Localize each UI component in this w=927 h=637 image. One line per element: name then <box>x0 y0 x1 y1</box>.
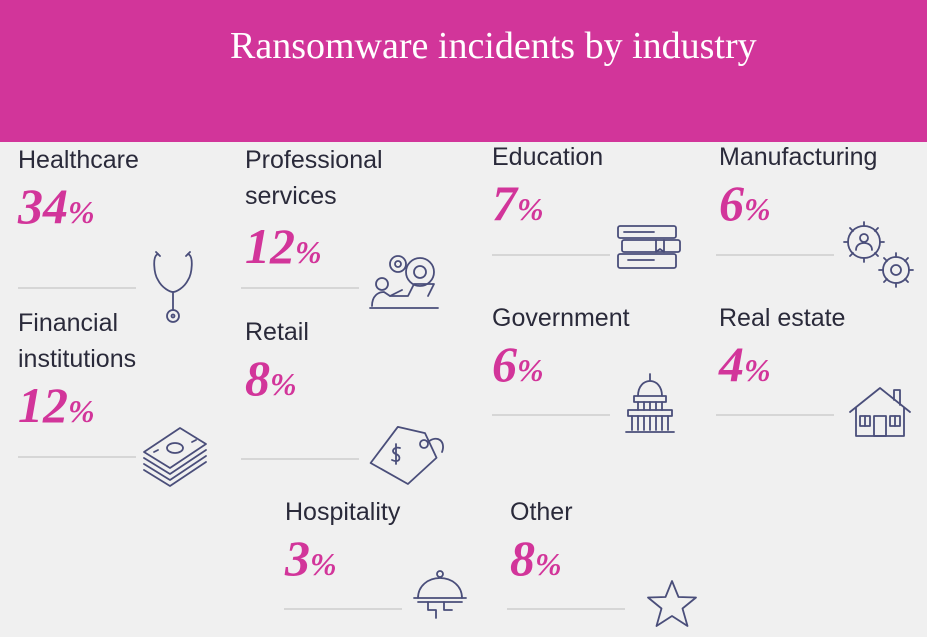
value-label: 8% <box>245 350 297 406</box>
category-label: Other <box>510 498 573 526</box>
tile-healthcare: Healthcare 34% <box>18 142 139 240</box>
tile-professional-services: Professional services 12% <box>245 142 435 280</box>
price-tag-icon <box>366 418 450 488</box>
serving-cloche-icon <box>410 568 470 626</box>
tile-retail: Retail 8% <box>245 314 309 412</box>
category-label: Real estate <box>719 304 846 332</box>
title-banner: Ransomware incidents by industry <box>0 0 927 142</box>
stethoscope-icon <box>150 248 196 328</box>
value-label: 7% <box>492 175 544 231</box>
star-icon <box>645 578 699 630</box>
category-label: Retail <box>245 318 309 346</box>
value-label: 3% <box>285 530 337 586</box>
value-label: 8% <box>510 530 562 586</box>
capitol-building-icon <box>624 372 676 436</box>
tile-other: Other 8% <box>510 494 573 592</box>
value-label: 12% <box>18 377 95 433</box>
tile-education: Education 7% <box>492 139 603 237</box>
divider <box>716 254 834 256</box>
divider <box>492 414 610 416</box>
category-label: Professional services <box>245 146 383 210</box>
category-label: Manufacturing <box>719 143 878 171</box>
value-label: 34% <box>18 178 95 234</box>
money-stack-icon <box>140 422 210 488</box>
category-label: Education <box>492 143 604 171</box>
category-label: Healthcare <box>18 146 139 174</box>
category-label: Financial institutions <box>18 309 137 373</box>
value-label: 12% <box>245 218 322 274</box>
chart-title: Ransomware incidents by industry <box>230 25 757 67</box>
divider <box>241 458 359 460</box>
tile-government: Government 6% <box>492 300 630 398</box>
divider <box>18 456 136 458</box>
gears-icon <box>840 218 920 294</box>
books-icon <box>614 222 684 272</box>
divider <box>507 608 625 610</box>
person-gears-laptop-icon <box>368 250 446 314</box>
category-label: Government <box>492 304 630 332</box>
divider <box>716 414 834 416</box>
house-icon <box>848 384 912 440</box>
value-label: 4% <box>719 336 771 392</box>
tile-hospitality: Hospitality 3% <box>285 494 400 592</box>
divider <box>492 254 610 256</box>
value-label: 6% <box>492 336 544 392</box>
category-label: Hospitality <box>285 498 401 526</box>
divider <box>284 608 402 610</box>
tile-manufacturing: Manufacturing 6% <box>719 139 877 237</box>
tile-financial-institutions: Financial institutions 12% <box>18 305 178 439</box>
divider <box>241 287 359 289</box>
divider <box>18 287 136 289</box>
tile-real-estate: Real estate 4% <box>719 300 845 398</box>
value-label: 6% <box>719 175 771 231</box>
